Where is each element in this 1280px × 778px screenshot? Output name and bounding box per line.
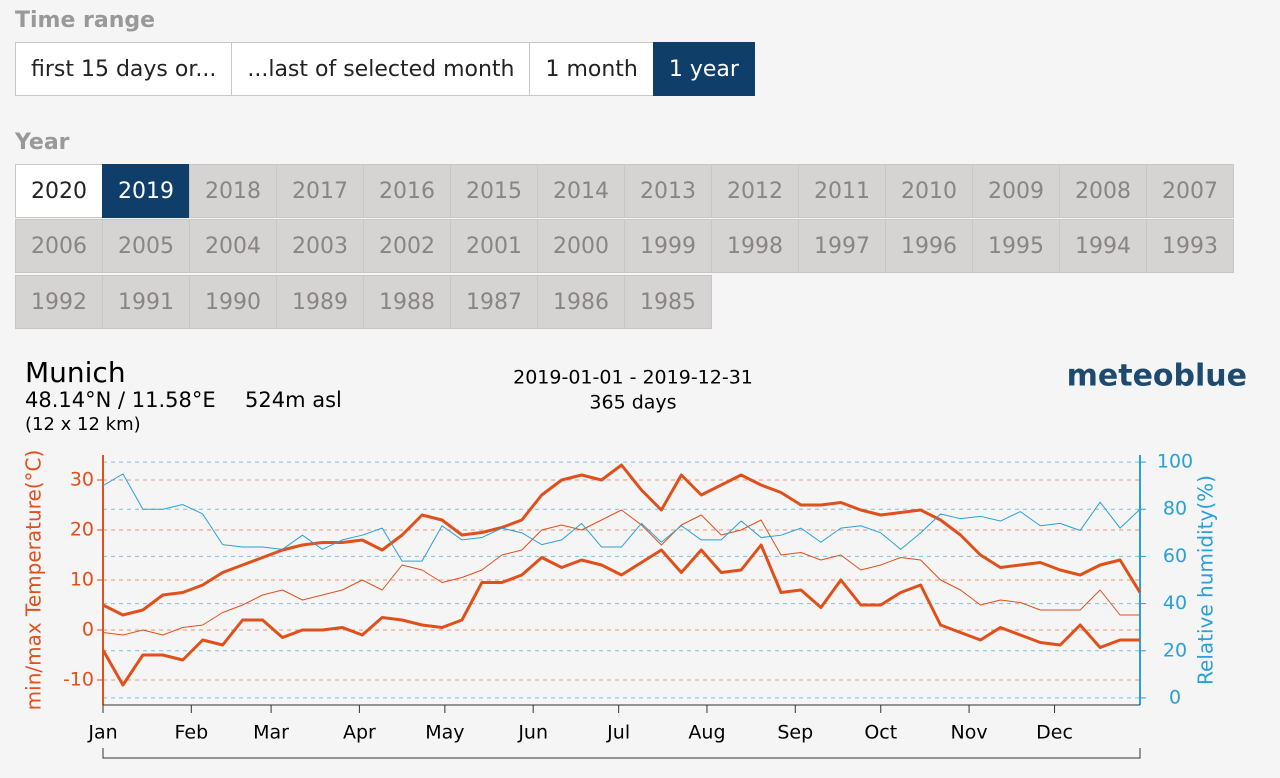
x-tick-label: May (425, 722, 464, 744)
x-tick-label: Sep (777, 722, 813, 744)
time-range-button[interactable]: ...last of selected month (231, 42, 531, 96)
time-range-label: Time range (15, 8, 156, 33)
line (101, 543, 1140, 687)
y2-tick-label: 100 (1157, 451, 1193, 473)
days: 365 days (589, 392, 676, 414)
x-tick-label: Feb (174, 722, 208, 744)
year-button[interactable]: 1990 (189, 275, 277, 329)
year-button[interactable]: 2014 (537, 164, 625, 218)
year-button[interactable]: 2018 (189, 164, 277, 218)
x-tick-label: Oct (864, 722, 897, 744)
y2-tick-label: 80 (1163, 498, 1187, 520)
elevation: 524m asl (245, 388, 342, 412)
resolution: (12 x 12 km) (25, 414, 141, 435)
y2-axis-label: Relative humidity(%) (1194, 475, 1218, 685)
year-button[interactable]: 2007 (1146, 164, 1234, 218)
y2-tick-label: 60 (1163, 545, 1187, 567)
year-button[interactable]: 2015 (450, 164, 538, 218)
year-button[interactable]: 2004 (189, 219, 277, 273)
year-row: 1992 1991 1990 1989 1988 1987 1986 1985 (15, 275, 712, 329)
y-tick-label: 0 (82, 619, 94, 641)
y-tick-label: 10 (70, 569, 94, 591)
year-button[interactable]: 2011 (798, 164, 886, 218)
line (102, 463, 1142, 617)
year-button[interactable]: 1997 (798, 219, 886, 273)
y-tick-label: 30 (70, 469, 94, 491)
year-button[interactable]: 2003 (276, 219, 364, 273)
period: 2019-01-01 - 2019-12-31 (513, 367, 753, 389)
x-tick-label: Mar (253, 722, 289, 744)
year-button[interactable]: 2005 (102, 219, 190, 273)
year-button[interactable]: 2008 (1059, 164, 1147, 218)
year-button[interactable]: 1994 (1059, 219, 1147, 273)
time-range-button[interactable]: 1 month (529, 42, 654, 96)
year-button[interactable]: 2010 (885, 164, 973, 218)
year-button[interactable]: 1995 (972, 219, 1060, 273)
y-tick-label: -10 (63, 669, 94, 691)
time-range-button[interactable]: 1 year (652, 42, 755, 96)
coordinates: 48.14°N / 11.58°E (25, 388, 216, 412)
time-range-group: first 15 days or... ...last of selected m… (15, 42, 755, 96)
year-button[interactable]: 2000 (537, 219, 625, 273)
x-tick-label: Nov (951, 722, 988, 744)
line (102, 509, 1140, 636)
year-button[interactable]: 2017 (276, 164, 364, 218)
x-tick-label: Jun (517, 722, 548, 744)
y2-tick-label: 40 (1163, 592, 1187, 614)
year-button[interactable]: 1986 (537, 275, 625, 329)
year-button[interactable]: 1999 (624, 219, 712, 273)
x-tick-label: Jul (606, 722, 630, 744)
y2-tick-label: 20 (1163, 639, 1187, 661)
year-row: 2020 2019 2018 2017 2016 2015 2014 2013 2012 2011… (15, 164, 1234, 218)
year-button[interactable]: 1993 (1146, 219, 1234, 273)
y2-tick-label: 0 (1169, 686, 1181, 708)
year-label: Year (15, 130, 70, 155)
year-button[interactable]: 1998 (711, 219, 799, 273)
year-button[interactable]: 2001 (450, 219, 538, 273)
x-tick-label: Apr (343, 722, 376, 744)
location: Munich (25, 356, 126, 389)
x-tick-label: Dec (1036, 722, 1073, 744)
year-button[interactable]: 1992 (15, 275, 103, 329)
year-button[interactable]: 2019 (102, 164, 190, 218)
year-button[interactable]: 1991 (102, 275, 190, 329)
x-tick-label: Aug (688, 722, 725, 744)
year-button[interactable]: 2013 (624, 164, 712, 218)
year-button[interactable]: 2012 (711, 164, 799, 218)
x-tick-label: Jan (87, 722, 117, 744)
y-tick-label: 20 (70, 519, 94, 541)
bracket (102, 748, 1141, 759)
y-axis-label: min/max Temperature(°C) (22, 450, 46, 711)
line (102, 473, 1141, 562)
brand: meteoblue (1067, 359, 1247, 394)
time-range-button[interactable]: first 15 days or... (15, 42, 233, 96)
year-button[interactable]: 1985 (624, 275, 712, 329)
year-button[interactable]: 2006 (15, 219, 103, 273)
year-button[interactable]: 1989 (276, 275, 364, 329)
year-row: 2006 2005 2004 2003 2002 2001 2000 1999 1998 1997… (15, 219, 1234, 273)
